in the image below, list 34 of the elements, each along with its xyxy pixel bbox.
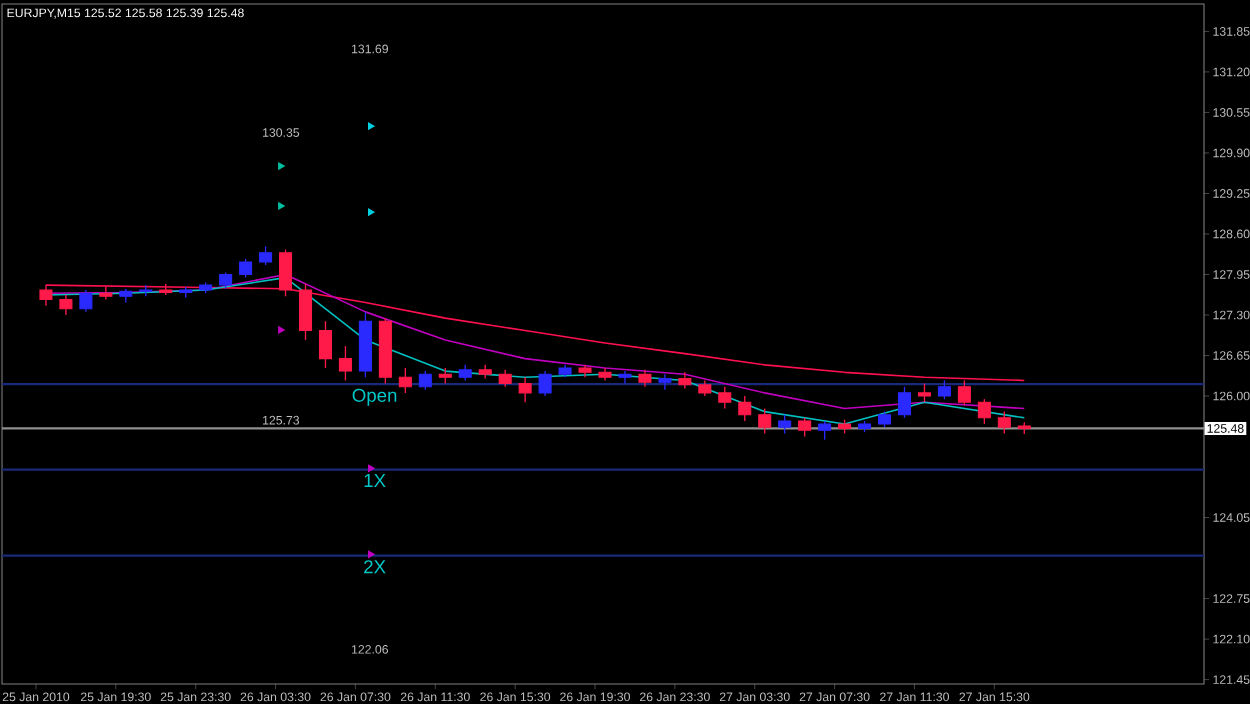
candlestick	[658, 373, 672, 391]
candlestick	[338, 345, 352, 382]
ref-line-label: 1X	[364, 474, 386, 487]
candlestick	[977, 398, 991, 425]
candlestick	[718, 386, 732, 410]
candlestick	[738, 395, 752, 422]
candlestick	[79, 289, 93, 313]
candlestick	[59, 294, 73, 316]
candlestick	[518, 376, 532, 403]
candlestick	[937, 379, 951, 400]
candlestick	[418, 370, 432, 391]
point	[278, 202, 285, 210]
ref-line-label: Open	[352, 388, 397, 406]
candlestick	[259, 245, 273, 266]
candlestick	[239, 258, 253, 279]
candlestick	[318, 320, 332, 369]
point	[278, 326, 285, 334]
ref-line-label: 2X	[364, 560, 386, 574]
point	[367, 208, 375, 216]
point	[367, 122, 375, 130]
candlestick	[997, 410, 1011, 435]
candlestick	[798, 417, 812, 438]
point	[367, 464, 375, 473]
candlestick	[618, 370, 632, 385]
candlestick	[917, 382, 931, 403]
candlestick	[758, 407, 772, 435]
candlestick	[538, 370, 552, 397]
candlestick	[818, 420, 832, 441]
candlestick	[778, 414, 792, 435]
candlestick	[897, 386, 912, 419]
point	[278, 162, 285, 170]
candlestick	[678, 371, 692, 390]
point	[367, 550, 375, 559]
candlestick	[398, 367, 412, 394]
